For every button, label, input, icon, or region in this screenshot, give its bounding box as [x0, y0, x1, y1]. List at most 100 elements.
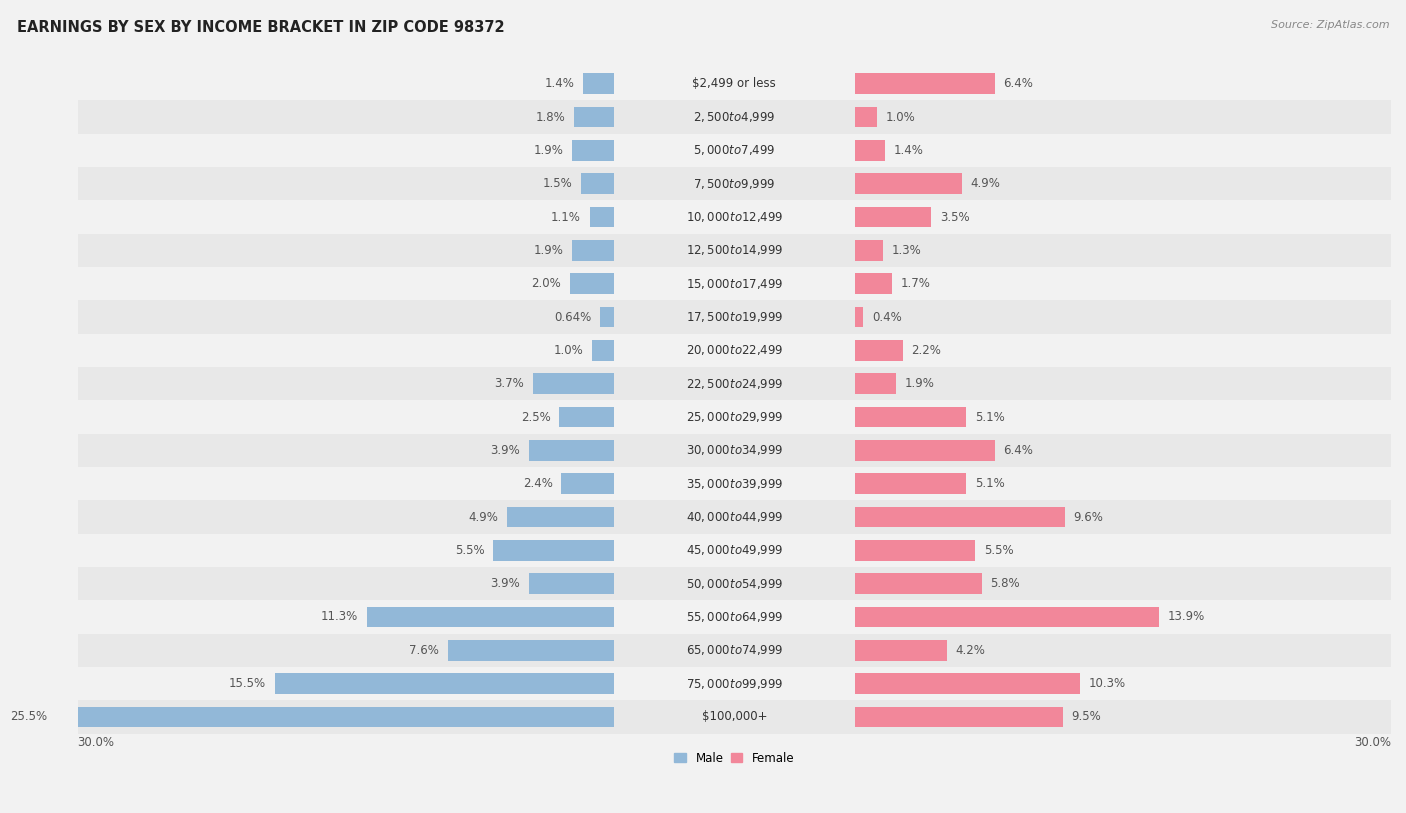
- Bar: [855, 640, 946, 661]
- Bar: [589, 207, 614, 228]
- Text: $50,000 to $54,999: $50,000 to $54,999: [686, 576, 783, 591]
- Bar: [855, 606, 1159, 628]
- Text: $2,499 or less: $2,499 or less: [692, 77, 776, 90]
- Bar: [56, 706, 614, 728]
- Text: $2,500 to $4,999: $2,500 to $4,999: [693, 110, 776, 124]
- Text: 9.5%: 9.5%: [1071, 711, 1101, 724]
- Text: 6.4%: 6.4%: [1004, 444, 1033, 457]
- Bar: [592, 340, 614, 361]
- Bar: [855, 573, 981, 594]
- Text: 1.9%: 1.9%: [534, 244, 564, 257]
- Text: 4.9%: 4.9%: [970, 177, 1001, 190]
- Bar: [572, 240, 614, 261]
- Text: 0.4%: 0.4%: [872, 311, 901, 324]
- Bar: [855, 340, 903, 361]
- Text: $25,000 to $29,999: $25,000 to $29,999: [686, 410, 783, 424]
- Text: 30.0%: 30.0%: [77, 737, 114, 750]
- Text: 5.8%: 5.8%: [990, 577, 1019, 590]
- Text: $100,000+: $100,000+: [702, 711, 768, 724]
- Text: 1.0%: 1.0%: [886, 111, 915, 124]
- Text: $40,000 to $44,999: $40,000 to $44,999: [686, 510, 783, 524]
- Bar: [855, 706, 1063, 728]
- Text: 1.4%: 1.4%: [894, 144, 924, 157]
- Text: 13.9%: 13.9%: [1168, 611, 1205, 624]
- Text: 1.7%: 1.7%: [901, 277, 931, 290]
- Bar: [274, 673, 614, 694]
- Text: $30,000 to $34,999: $30,000 to $34,999: [686, 443, 783, 458]
- Text: 3.5%: 3.5%: [941, 211, 970, 224]
- Text: $20,000 to $22,499: $20,000 to $22,499: [686, 343, 783, 358]
- Text: $75,000 to $99,999: $75,000 to $99,999: [686, 676, 783, 690]
- Bar: [77, 67, 1391, 101]
- Bar: [77, 433, 1391, 467]
- Text: 1.4%: 1.4%: [544, 77, 575, 90]
- Bar: [367, 606, 614, 628]
- Bar: [447, 640, 614, 661]
- Text: $22,500 to $24,999: $22,500 to $24,999: [686, 376, 783, 391]
- Text: 5.5%: 5.5%: [456, 544, 485, 557]
- Text: 10.3%: 10.3%: [1088, 677, 1126, 690]
- Bar: [855, 373, 896, 394]
- Bar: [855, 540, 976, 561]
- Bar: [572, 140, 614, 161]
- Bar: [569, 273, 614, 294]
- Text: $45,000 to $49,999: $45,000 to $49,999: [686, 543, 783, 558]
- Text: $15,000 to $17,499: $15,000 to $17,499: [686, 276, 783, 291]
- Text: 1.1%: 1.1%: [551, 211, 581, 224]
- Text: 6.4%: 6.4%: [1004, 77, 1033, 90]
- Bar: [529, 440, 614, 461]
- Text: $12,500 to $14,999: $12,500 to $14,999: [686, 243, 783, 258]
- Bar: [855, 440, 995, 461]
- Text: 3.7%: 3.7%: [495, 377, 524, 390]
- Text: 4.9%: 4.9%: [468, 511, 498, 524]
- Bar: [77, 467, 1391, 500]
- Bar: [855, 506, 1064, 528]
- Text: $55,000 to $64,999: $55,000 to $64,999: [686, 610, 783, 624]
- Text: 1.9%: 1.9%: [905, 377, 935, 390]
- Text: $10,000 to $12,499: $10,000 to $12,499: [686, 210, 783, 224]
- Text: 3.9%: 3.9%: [491, 444, 520, 457]
- Bar: [77, 667, 1391, 700]
- Bar: [855, 307, 863, 328]
- Bar: [855, 107, 876, 128]
- Bar: [77, 633, 1391, 667]
- Text: 0.64%: 0.64%: [554, 311, 591, 324]
- Text: 1.0%: 1.0%: [554, 344, 583, 357]
- Bar: [77, 600, 1391, 633]
- Text: 1.9%: 1.9%: [534, 144, 564, 157]
- Text: $35,000 to $39,999: $35,000 to $39,999: [686, 476, 783, 491]
- Bar: [855, 240, 883, 261]
- Text: 5.5%: 5.5%: [984, 544, 1014, 557]
- Bar: [77, 201, 1391, 234]
- Bar: [533, 373, 614, 394]
- Text: 15.5%: 15.5%: [229, 677, 266, 690]
- Text: 2.5%: 2.5%: [520, 411, 550, 424]
- Bar: [575, 107, 614, 128]
- Text: $65,000 to $74,999: $65,000 to $74,999: [686, 643, 783, 657]
- Bar: [855, 273, 891, 294]
- Bar: [77, 167, 1391, 201]
- Bar: [855, 140, 886, 161]
- Text: 25.5%: 25.5%: [10, 711, 46, 724]
- Text: 2.0%: 2.0%: [531, 277, 561, 290]
- Bar: [77, 567, 1391, 600]
- Text: 1.5%: 1.5%: [543, 177, 572, 190]
- Bar: [855, 207, 931, 228]
- Bar: [77, 234, 1391, 267]
- Bar: [77, 500, 1391, 533]
- Text: $7,500 to $9,999: $7,500 to $9,999: [693, 176, 776, 191]
- Text: 5.1%: 5.1%: [976, 411, 1005, 424]
- Text: 1.3%: 1.3%: [891, 244, 922, 257]
- Bar: [77, 300, 1391, 333]
- Bar: [855, 673, 1080, 694]
- Bar: [77, 367, 1391, 400]
- Bar: [77, 101, 1391, 134]
- Bar: [581, 173, 614, 194]
- Text: 11.3%: 11.3%: [321, 611, 357, 624]
- Text: Source: ZipAtlas.com: Source: ZipAtlas.com: [1271, 20, 1389, 30]
- Bar: [855, 173, 962, 194]
- Bar: [855, 406, 966, 428]
- Bar: [855, 473, 966, 494]
- Bar: [77, 400, 1391, 433]
- Bar: [77, 267, 1391, 300]
